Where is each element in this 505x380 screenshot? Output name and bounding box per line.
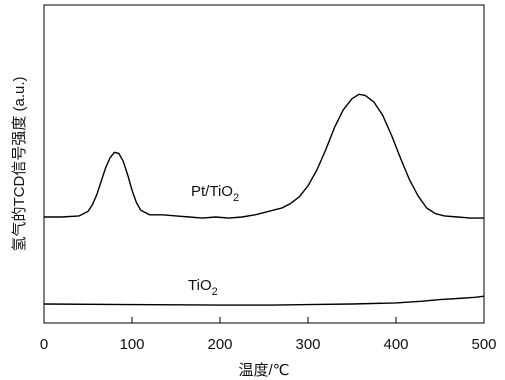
series-line-pt-tio2 <box>44 93 484 219</box>
x-tick-label-500: 500 <box>471 336 496 353</box>
x-tick-label-200: 200 <box>207 336 232 353</box>
x-tick-label-400: 400 <box>383 336 408 353</box>
x-axis-tick-labels: 0 100 200 300 400 500 <box>40 336 497 353</box>
series-label-pt-tio2: Pt/TiO2 <box>191 183 239 204</box>
series-label-tio2: TiO2 <box>188 277 218 298</box>
x-axis-title: 温度/℃ <box>238 362 289 379</box>
x-tick-label-100: 100 <box>119 336 144 353</box>
series-layer <box>43 93 485 306</box>
x-tick-label-300: 300 <box>295 336 320 353</box>
series-line-tio2 <box>43 295 485 306</box>
x-tick-label-0: 0 <box>40 336 48 353</box>
y-axis-title: 氢气的TCD信号强度 (a.u.) <box>11 76 28 251</box>
plot-frame <box>43 4 485 324</box>
x-axis-ticks <box>43 317 485 323</box>
